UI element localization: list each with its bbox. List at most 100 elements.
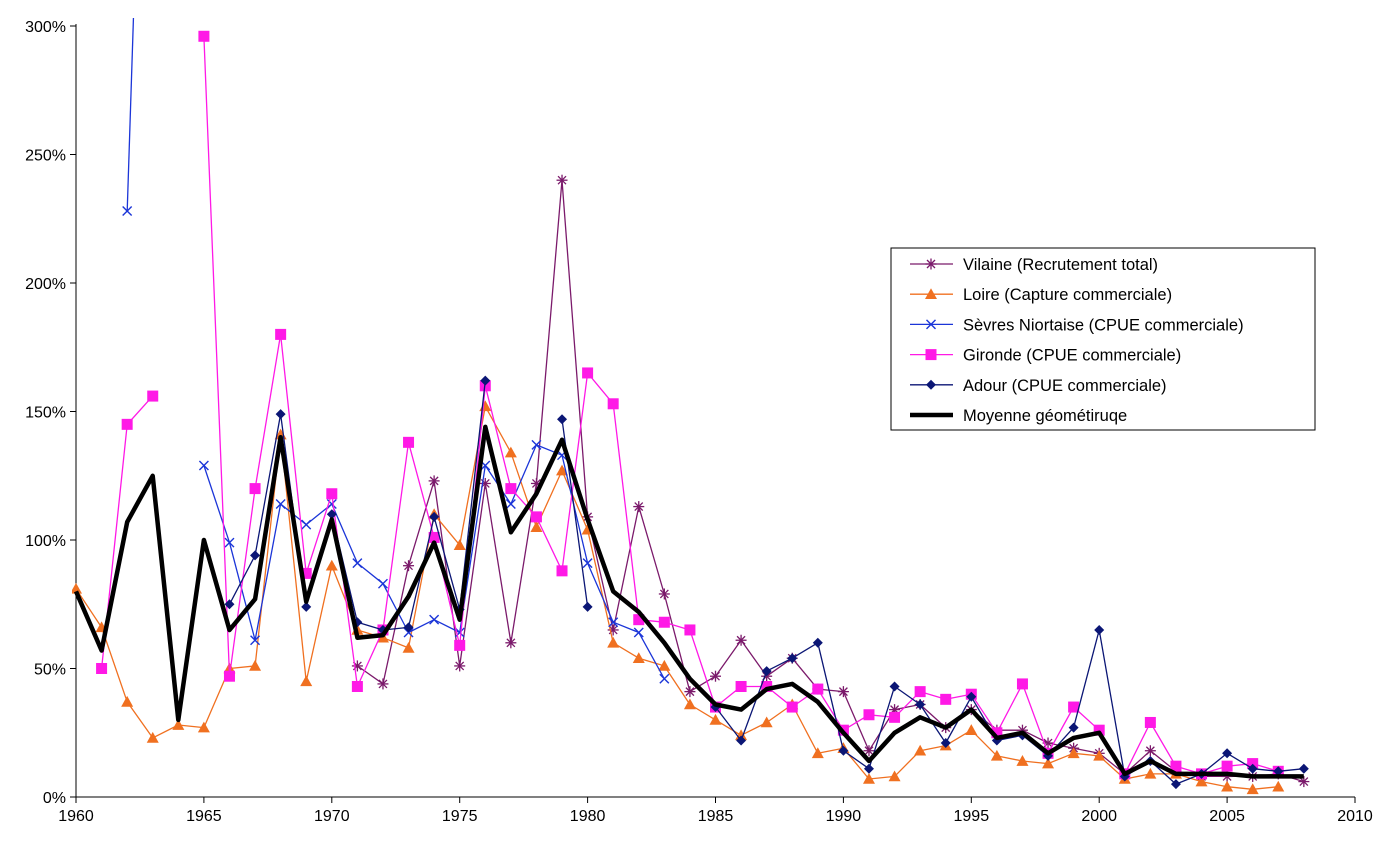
data-point [633, 501, 645, 513]
data-point [1067, 747, 1080, 759]
data-point [863, 745, 875, 757]
data-point [301, 601, 312, 612]
data-point [914, 686, 926, 698]
data-point [863, 709, 875, 721]
data-point [812, 683, 824, 695]
data-point [147, 390, 159, 402]
data-point [275, 328, 287, 340]
x-tick-label: 2005 [1209, 808, 1245, 825]
legend-label: Sèvres Niortaise (CPUE commerciale) [963, 316, 1244, 334]
data-point [863, 763, 874, 774]
data-point [1221, 760, 1233, 772]
data-point [556, 464, 569, 476]
data-point [530, 521, 543, 532]
series-group [72, 18, 1310, 795]
axes-group: 1960 1965 1970 1975 1980 1985 1990 1995 2000 2005… [25, 19, 1373, 825]
legend-swatch-marker [925, 258, 937, 270]
data-point [633, 614, 645, 626]
x-tick-label: 1995 [954, 808, 990, 825]
data-point [377, 678, 389, 690]
data-point [428, 475, 440, 487]
data-point [377, 578, 388, 589]
data-point [684, 624, 696, 636]
data-point [607, 398, 619, 410]
data-point [505, 637, 517, 649]
data-point [403, 622, 414, 633]
legend-item: Moyenne géométiruqe [910, 407, 1127, 425]
data-point [250, 635, 261, 646]
data-point [1170, 779, 1181, 790]
data-point [505, 483, 517, 495]
data-point [402, 641, 415, 653]
y-tick-label: 200% [25, 276, 66, 293]
data-point [121, 418, 133, 430]
x-tick-label: 1970 [314, 808, 350, 825]
x-tick-label: 1985 [698, 808, 734, 825]
data-point [991, 727, 1003, 739]
legend-swatch-marker [926, 379, 936, 390]
data-point [250, 550, 261, 561]
data-point [505, 499, 516, 510]
legend-label: Adour (CPUE commerciale) [963, 377, 1167, 395]
data-point [786, 701, 798, 713]
x-tick-label: 1990 [826, 808, 862, 825]
data-point [1093, 724, 1105, 736]
data-point [889, 711, 901, 723]
data-point [1093, 749, 1106, 761]
data-point [172, 719, 185, 730]
legend-swatch-marker [925, 349, 937, 361]
data-point [325, 559, 338, 571]
data-point [684, 686, 696, 698]
data-point [275, 409, 286, 420]
data-point [659, 673, 670, 684]
series-line [714, 629, 1304, 785]
data-point [966, 691, 977, 702]
data-point [1042, 757, 1055, 769]
data-point [1068, 722, 1079, 733]
data-point [429, 511, 440, 522]
data-point [632, 652, 645, 664]
data-point [224, 537, 235, 548]
data-point [121, 695, 134, 707]
x-tick-label: 1975 [442, 808, 478, 825]
y-tick-label: 50% [34, 662, 66, 679]
data-point [1247, 763, 1258, 774]
data-point [607, 636, 620, 648]
data-point [428, 531, 440, 543]
data-point [735, 680, 747, 692]
data-point [658, 616, 670, 628]
legend-item: Loire (Capture commerciale) [910, 286, 1172, 304]
data-point [275, 499, 286, 510]
data-point [838, 745, 849, 756]
data-point [1298, 763, 1309, 774]
data-point [198, 460, 209, 471]
x-tick-label: 1965 [186, 808, 222, 825]
series-5 [73, 424, 1304, 779]
data-point [990, 749, 1003, 761]
data-point [1221, 780, 1234, 792]
series-line [73, 424, 1304, 779]
y-tick-label: 150% [25, 405, 66, 422]
data-point [556, 565, 568, 577]
legend-label: Moyenne géométiruqe [963, 407, 1127, 425]
y-tick-label: 100% [25, 533, 66, 550]
legend-label: Gironde (CPUE commerciale) [963, 347, 1181, 365]
series-line [126, 18, 135, 212]
data-point [1016, 678, 1028, 690]
data-point [761, 680, 773, 692]
data-point [146, 731, 159, 743]
data-point [658, 588, 670, 600]
data-point [888, 770, 901, 782]
data-point [531, 439, 542, 450]
data-point [1246, 783, 1259, 795]
x-tick-label: 2000 [1081, 808, 1117, 825]
data-point [1144, 745, 1156, 757]
data-point [454, 639, 466, 651]
data-point [608, 617, 619, 628]
data-point [658, 659, 671, 671]
data-point [197, 721, 210, 733]
y-tick-label: 0% [43, 790, 66, 807]
x-tick-label: 2010 [1337, 808, 1373, 825]
legend: Vilaine (Recrutement total) Loire (Captur… [890, 247, 1316, 431]
